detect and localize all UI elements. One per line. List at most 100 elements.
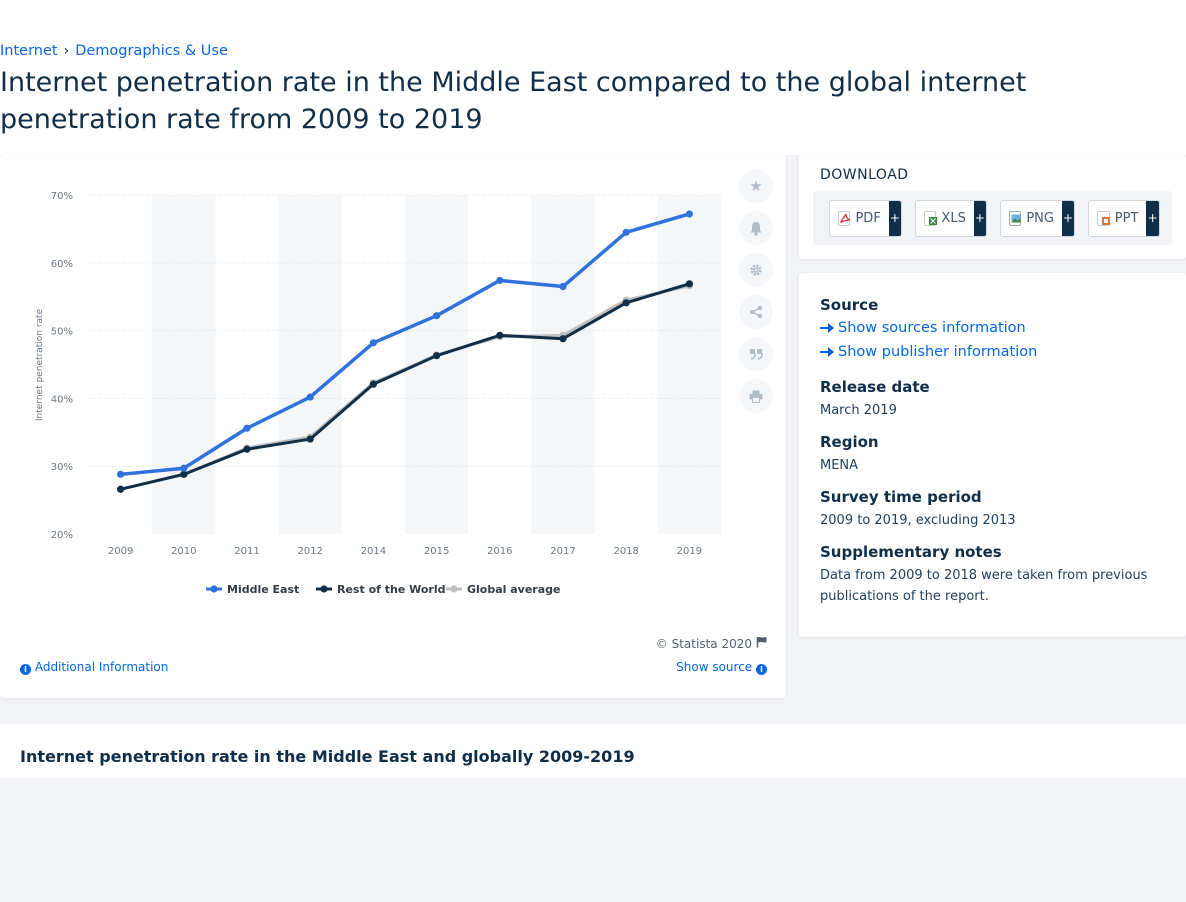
region-label: Region [820,433,879,451]
legend-swatch-dot [210,585,218,593]
supplementary-notes-label: Supplementary notes [820,543,1002,561]
download-pdf-label: PDF [855,210,881,226]
data-point [685,280,694,288]
x-tick-label: 2010 [171,546,196,557]
y-tick-label: 30% [51,462,73,473]
arrow-right-icon [820,347,834,357]
supplementary-notes-value: Data from 2009 to 2018 were taken from p… [820,568,1148,604]
column-band [531,195,595,534]
source-label: Source [820,296,879,314]
download-png-button[interactable]: PNG + [1000,199,1075,237]
legend-item[interactable]: Rest of the World [316,583,446,596]
bell-icon[interactable] [739,211,773,245]
download-ppt-plus: + [1146,200,1159,236]
line-chart: 20% 30% 40% 50% 60% 70% Internet penetration r… [35,191,721,596]
data-point [306,435,314,443]
data-point [559,282,567,291]
series-rest-of-the-world [117,280,694,493]
arrow-right-icon [820,323,834,333]
pdf-file-icon [838,210,851,226]
data-point [433,312,441,320]
download-png-plus: + [1061,200,1074,236]
print-icon[interactable] [739,379,773,413]
legend-label: Rest of the World [337,583,446,596]
series-line [120,212,690,477]
x-tick-labels: 2009 2010 2011 2012 2014 2015 2016 2017 2018 2019 [108,546,702,557]
star-icon[interactable]: ★ [739,169,773,203]
breadcrumb-demographics[interactable]: Demographics & Use [75,43,228,59]
legend-item[interactable]: Global average [446,583,561,596]
page-title: Internet penetration rate in the Middle … [0,67,1027,135]
column-band [152,195,216,534]
show-sources-link[interactable]: Show sources information [820,320,1026,336]
breadcrumb: Internet › Demographics & Use [0,43,228,59]
breadcrumb-internet[interactable]: Internet [0,43,58,59]
legend-swatch-dot [320,585,328,593]
download-xls-plus: + [973,200,986,236]
download-xls-label: XLS [941,210,966,226]
png-file-icon [1009,210,1022,226]
copyright: © Statista 2020 [656,636,768,651]
additional-information-link[interactable]: i Additional Information [20,660,168,675]
survey-period-label: Survey time period [820,488,982,506]
xls-file-icon [924,210,937,226]
chart-toolbar: ★ [739,169,773,421]
download-pdf-plus: + [888,200,901,236]
data-point [622,228,630,236]
x-tick-label: 2009 [108,546,133,557]
additional-information-label: Additional Information [34,660,169,674]
survey-period-value: 2009 to 2019, excluding 2013 [820,513,1016,528]
show-publisher-label: Show publisher information [838,344,1038,360]
gear-icon[interactable] [739,253,773,287]
header-band [0,0,1186,155]
show-source-link[interactable]: Show source i [676,660,767,675]
y-tick-labels: 20% 30% 40% 50% 60% 70% [51,191,73,541]
share-icon[interactable] [739,295,773,329]
download-xls-button[interactable]: XLS + [915,199,987,237]
show-source-label: Show source [676,660,753,674]
data-point [117,470,125,478]
series-middle-east [117,210,694,478]
show-publisher-link[interactable]: Show publisher information [820,344,1037,360]
data-point [496,276,504,285]
chart-legend: Middle East Rest of the World Global avera… [206,583,561,596]
data-point [433,352,441,360]
y-tick-label: 40% [51,394,73,405]
data-point [496,331,504,339]
release-date-value: March 2019 [820,403,897,418]
data-point [117,485,125,493]
x-tick-label: 2012 [297,546,322,557]
download-card: DOWNLOAD PDF + XLS + PNG + P [799,155,1186,259]
x-tick-label: 2015 [424,546,449,557]
quote-icon[interactable] [739,337,773,371]
x-tick-label: 2019 [677,546,702,557]
copyright-text: © Statista 2020 [655,636,752,651]
data-point [243,424,251,432]
download-png-label: PNG [1026,210,1054,226]
legend-item[interactable]: Middle East [206,583,299,596]
download-ppt-button[interactable]: PPT + [1088,199,1160,237]
legend-label: Middle East [227,583,299,596]
release-date-label: Release date [820,378,930,396]
related-statistic-title[interactable]: Internet penetration rate in the Middle … [20,747,635,766]
flag-icon[interactable] [756,636,768,651]
column-band [278,195,342,534]
y-tick-label: 50% [51,327,73,338]
x-tick-label: 2014 [361,546,386,557]
download-ppt-label: PPT [1114,210,1139,226]
x-tick-label: 2017 [550,546,575,557]
data-point [685,210,694,218]
statistic-info-card: Source Show sources information Show pub… [799,273,1186,637]
download-pdf-button[interactable]: PDF + [829,199,902,237]
column-band [657,195,721,534]
y-tick-label: 20% [51,530,73,541]
legend-swatch-dot [450,585,458,593]
data-point [243,445,251,453]
show-sources-label: Show sources information [838,320,1026,336]
legend-label: Global average [467,583,561,596]
data-point [180,464,188,472]
info-icon: i [20,664,31,675]
alternating-bands [152,195,721,534]
breadcrumb-separator: › [63,43,70,59]
related-statistic-card: Internet penetration rate in the Middle … [0,724,1186,778]
